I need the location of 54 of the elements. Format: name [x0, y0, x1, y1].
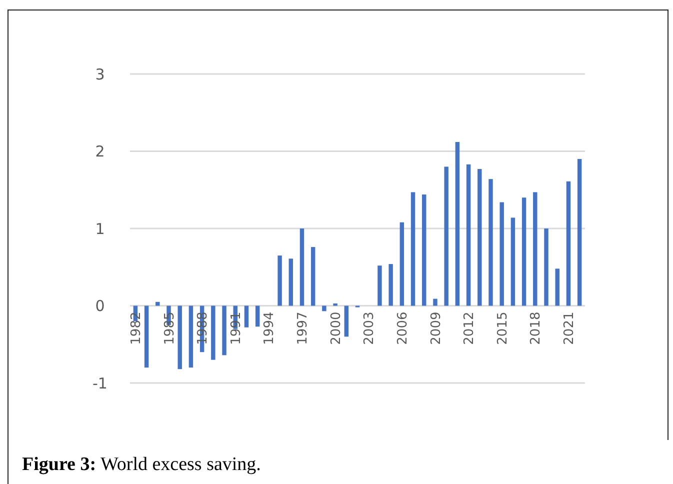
x-tick-label: 1997 [296, 312, 311, 345]
x-tick-label: 2018 [528, 312, 544, 345]
x-tick-label: 1988 [196, 312, 211, 345]
bar [455, 142, 460, 306]
x-tick-label: 1985 [162, 312, 178, 345]
bar [555, 268, 560, 306]
bar [400, 222, 404, 306]
bar [278, 256, 282, 306]
y-tick-label: 0 [95, 297, 105, 315]
y-tick-label: 2 [95, 142, 105, 160]
bar [544, 228, 548, 306]
bar [510, 218, 516, 306]
y-tick-label: 1 [95, 220, 105, 238]
bar [244, 306, 249, 328]
bar [322, 306, 326, 312]
bar [300, 228, 304, 306]
x-tick-label: 2021 [562, 312, 578, 345]
x-tick-label: 2003 [362, 312, 378, 345]
bar [378, 266, 382, 306]
x-tick-label: 1994 [262, 312, 278, 345]
bar [566, 181, 571, 306]
bar [433, 298, 438, 306]
y-tick-label: 3 [95, 65, 105, 84]
x-tick-label: 2015 [495, 312, 510, 345]
bar [333, 303, 338, 306]
bar [522, 198, 526, 306]
y-tick-label: -1 [92, 374, 108, 392]
bar [344, 306, 349, 337]
x-tick-label: 2000 [328, 312, 344, 345]
bar [388, 264, 393, 306]
bar [211, 306, 216, 360]
bar [488, 179, 493, 306]
bar [310, 247, 316, 306]
bar [156, 302, 160, 306]
bar [422, 194, 426, 306]
x-tick-label: 1982 [128, 312, 144, 345]
bar [577, 158, 582, 306]
bar [255, 306, 260, 327]
bar [188, 306, 194, 368]
bar [410, 192, 416, 306]
bar [533, 192, 538, 306]
caption: Figure 3: World excess saving. [22, 454, 261, 475]
x-tick-label: 2012 [462, 312, 478, 345]
x-tick-label: 2006 [395, 312, 410, 345]
bar [466, 164, 471, 306]
x-tick-label: 1991 [228, 312, 244, 345]
bar [444, 166, 448, 306]
bar [500, 202, 504, 306]
bar [222, 306, 226, 356]
x-tick-label: 2009 [428, 312, 444, 345]
bar [178, 306, 182, 370]
bar [144, 306, 149, 368]
bar [478, 169, 482, 306]
bar [288, 258, 293, 306]
